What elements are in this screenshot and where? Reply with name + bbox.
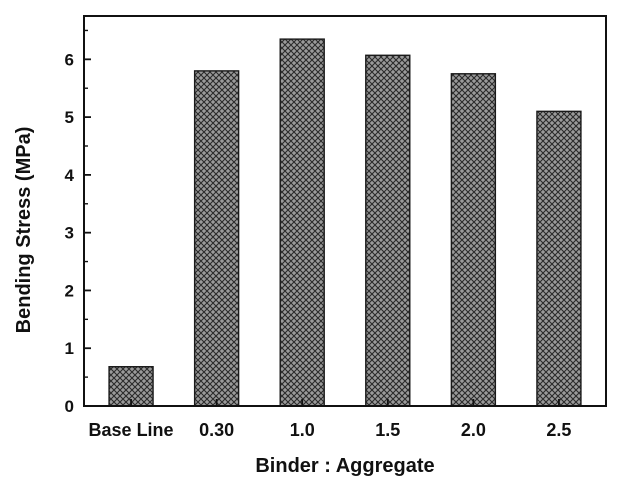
bar-6 <box>536 110 582 407</box>
x-tick-label: 1.5 <box>375 420 400 440</box>
x-tick-label: Base Line <box>89 420 174 440</box>
y-axis-label: Bending Stress (MPa) <box>13 127 35 334</box>
bar-2 <box>193 70 240 407</box>
y-tick-label: 3 <box>65 224 74 243</box>
x-tick-label: 2.0 <box>461 420 486 440</box>
x-axis-label: Binder : Aggregate <box>255 455 434 477</box>
x-tick-label: 1.0 <box>290 420 315 440</box>
y-tick-label: 4 <box>65 166 75 185</box>
y-tick-label: 1 <box>65 339 74 358</box>
plot-frame <box>83 15 607 407</box>
y-tick-label: 6 <box>65 50 74 69</box>
x-tick-label: 0.30 <box>199 420 234 440</box>
y-tick-label: 2 <box>65 281 74 300</box>
y-tick-label: 5 <box>65 108 74 127</box>
bar-5 <box>450 73 497 407</box>
x-tick-label: 2.5 <box>546 420 571 440</box>
bar-4 <box>365 54 411 407</box>
y-tick-label: 0 <box>65 397 74 416</box>
bar-3 <box>279 38 325 407</box>
